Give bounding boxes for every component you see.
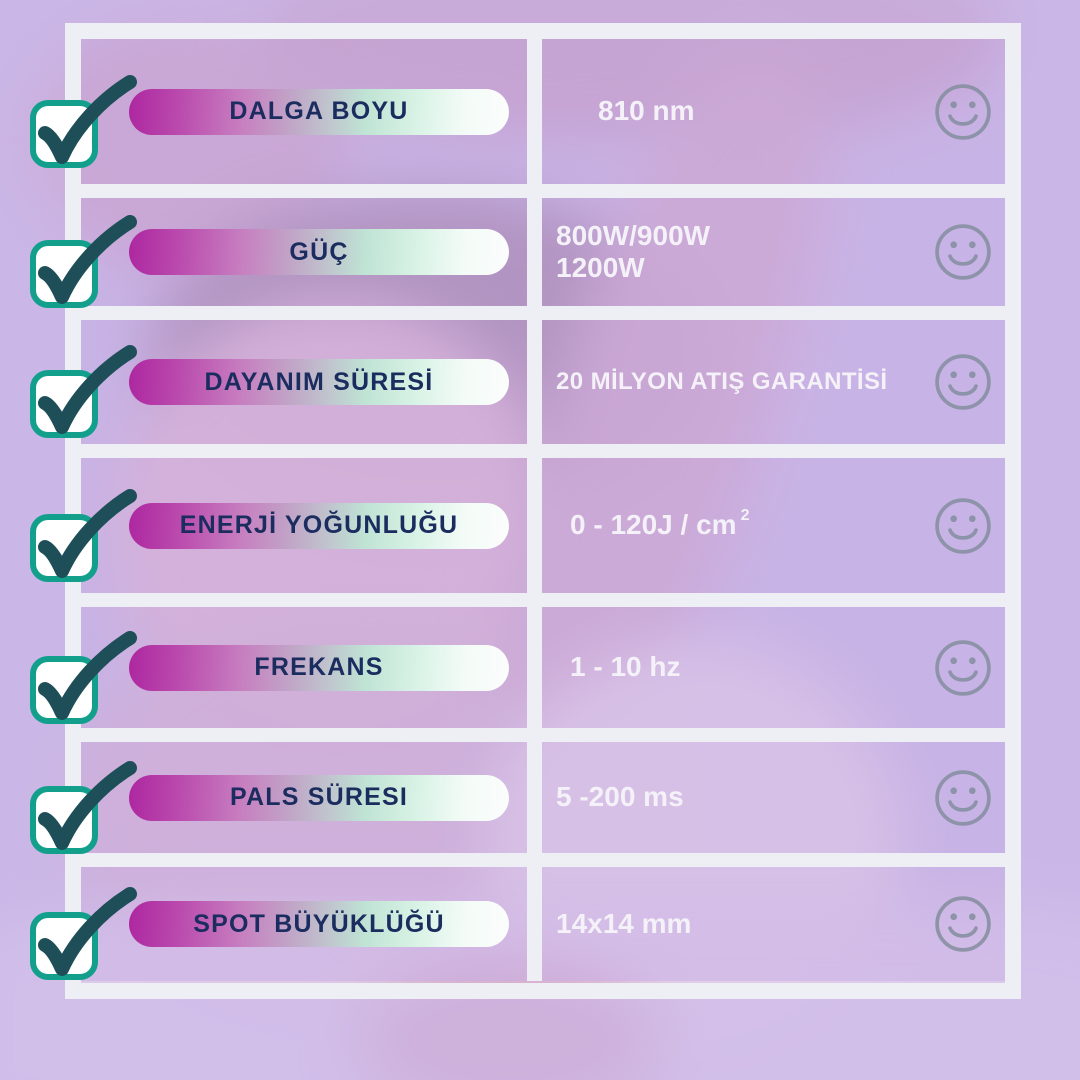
table-row-spot-buyuklugu: SPOT BÜYÜKLÜĞÜ 14x14 mm (30, 867, 1005, 981)
spec-value-cell: 810 nm (542, 39, 1005, 184)
smiley-face-icon (935, 224, 991, 280)
spec-label-cell: SPOT BÜYÜKLÜĞÜ (81, 867, 527, 981)
spec-value-cell: 800W/900W 1200W (542, 198, 1005, 306)
checkbox-checked-icon (30, 488, 137, 582)
spec-value: 1 - 10 hz (570, 651, 681, 683)
checkbox-checked-icon (30, 215, 137, 308)
spec-label: DAYANIM SÜRESİ (204, 367, 434, 396)
spec-value: 810 nm (598, 95, 695, 127)
table-row-pals-suresi: PALS SÜRESI 5 -200 ms (30, 742, 1005, 854)
spec-label-cell: GÜÇ (81, 198, 527, 306)
table-row-dalga-boyu: DALGA BOYU 810 nm (30, 39, 1005, 184)
column-divider (527, 39, 542, 184)
spec-label-pill: GÜÇ (129, 229, 509, 275)
row-divider (81, 306, 1005, 320)
row-divider (81, 444, 1005, 458)
row-divider (81, 728, 1005, 742)
column-divider (527, 607, 542, 728)
smiley-face-icon (935, 354, 991, 410)
spec-value-cell: 1 - 10 hz (542, 607, 1005, 728)
checkbox-checked-icon (30, 887, 137, 980)
spec-value: 14x14 mm (556, 907, 692, 939)
spec-label-pill: DAYANIM SÜRESİ (129, 359, 509, 405)
spec-label-cell: FREKANS (81, 607, 527, 728)
spec-label-cell: ENERJİ YOĞUNLUĞU (81, 458, 527, 593)
spec-label-cell: DALGA BOYU (81, 39, 527, 184)
spec-label: FREKANS (254, 653, 384, 681)
smiley-face-icon (935, 896, 991, 952)
column-divider (527, 867, 542, 981)
spec-label-pill: FREKANS (129, 644, 509, 691)
spec-label: ENERJİ YOĞUNLUĞU (179, 511, 459, 539)
smiley-face-icon (935, 769, 991, 826)
superscript: 2 (740, 507, 750, 525)
spec-label-pill: PALS SÜRESI (129, 774, 509, 821)
spec-label-cell: PALS SÜRESI (81, 742, 527, 853)
smiley-face-icon (935, 639, 991, 696)
smiley-face-icon (935, 83, 991, 140)
spec-value: 20 MİLYON ATIŞ GARANTİSİ (556, 368, 888, 396)
table-row-guc: GÜÇ 800W/900W 1200W (30, 198, 1005, 308)
checkbox-checked-icon (30, 345, 137, 438)
column-divider (527, 198, 542, 306)
spec-value-cell: 0 - 120J / cm 2 (542, 458, 1005, 593)
spec-label: SPOT BÜYÜKLÜĞÜ (193, 909, 445, 938)
spec-value: 5 -200 ms (556, 781, 684, 813)
spec-label-cell: DAYANIM SÜRESİ (81, 320, 527, 444)
spec-label-pill: SPOT BÜYÜKLÜĞÜ (129, 901, 509, 947)
table-row-enerji-yogunlugu: ENERJİ YOĞUNLUĞU 0 - 120J / cm 2 (30, 458, 1005, 593)
spec-label: DALGA BOYU (229, 97, 409, 125)
column-divider (527, 742, 542, 853)
checkbox-checked-icon (30, 630, 137, 724)
smiley-face-icon (935, 497, 991, 554)
column-divider (527, 320, 542, 444)
spec-label-pill: DALGA BOYU (129, 88, 509, 135)
spec-label: PALS SÜRESI (229, 783, 409, 811)
table-row-dayanim-suresi: DAYANIM SÜRESİ 20 MİLYON ATIŞ GARANTİSİ (30, 320, 1005, 444)
spec-value-line1: 800W/900W (556, 219, 711, 251)
checkbox-checked-icon (30, 74, 137, 168)
spec-label-pill: ENERJİ YOĞUNLUĞU (129, 502, 509, 549)
checkbox-checked-icon (30, 760, 137, 854)
spec-label: GÜÇ (289, 237, 349, 266)
spec-value: 0 - 120J / cm 2 (570, 507, 750, 541)
column-divider (527, 458, 542, 593)
spec-table: DALGA BOYU 810 nm G (30, 23, 1021, 999)
spec-value: 800W/900W 1200W (542, 220, 710, 284)
table-row-frekans: FREKANS 1 - 10 hz (30, 607, 1005, 728)
spec-value-cell: 5 -200 ms (542, 742, 1005, 853)
row-divider (81, 593, 1005, 607)
spec-value-line2: 1200W (556, 252, 645, 283)
spec-value-cell: 20 MİLYON ATIŞ GARANTİSİ (542, 320, 1005, 444)
row-divider (81, 853, 1005, 867)
row-divider (81, 184, 1005, 198)
spec-value-cell: 14x14 mm (542, 867, 1005, 981)
